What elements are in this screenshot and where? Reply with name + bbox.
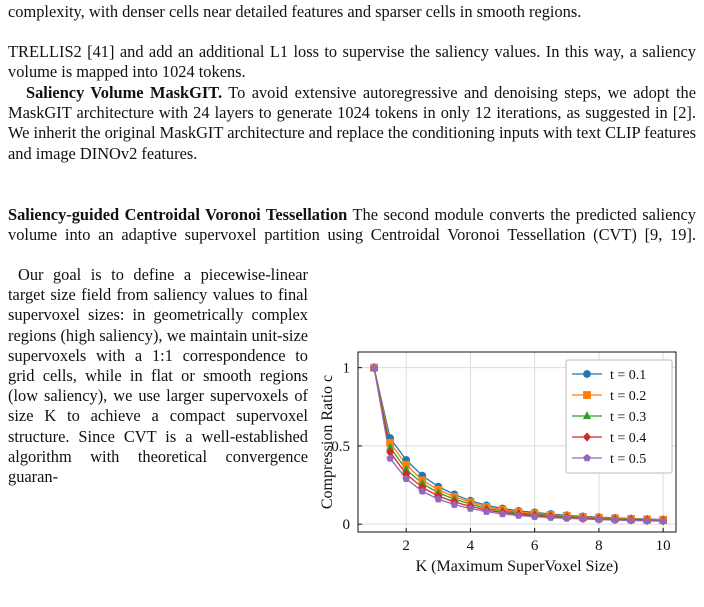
marker [611, 516, 619, 524]
marker [595, 515, 603, 523]
paragraph-text: The second module converts the predicted… [8, 205, 697, 245]
marker [370, 363, 378, 371]
legend-label: t = 0.4 [610, 431, 646, 446]
marker [582, 411, 592, 420]
legend-label: t = 0.3 [610, 410, 646, 425]
x-tick-label: 8 [595, 538, 603, 554]
marker [402, 474, 410, 482]
x-tick-label: 2 [402, 538, 410, 554]
marker [418, 487, 427, 495]
marker [530, 512, 539, 520]
marker [546, 513, 555, 521]
paragraph-text: To avoid extensive autoregressive and de… [8, 83, 696, 163]
marker [466, 504, 475, 512]
chart: Compression Ratio c K (Maximum SuperVoxe… [320, 351, 677, 575]
caption-fragment: complexity, with denser cells near detai… [8, 2, 582, 21]
section-heading: Saliency-guided Centroidal Voronoi Tesse… [8, 205, 348, 224]
x-tick-label: 10 [656, 538, 671, 554]
paragraph: Saliency-guided Centroidal Voronoi Tesse… [8, 205, 696, 245]
marker [583, 370, 591, 378]
paragraph: TRELLIS2 [41] and add an additional L1 l… [8, 42, 696, 82]
marker [583, 391, 591, 399]
y-tick-label: 0.5 [331, 439, 350, 455]
marker [514, 511, 523, 519]
paragraph: Saliency Volume MaskGIT. To avoid extens… [8, 83, 696, 164]
run-in-heading: Saliency Volume MaskGIT. [26, 83, 223, 102]
y-axis-label: Compression Ratio c [320, 375, 336, 509]
marker [643, 516, 651, 525]
marker [579, 515, 587, 523]
legend-label: t = 0.5 [610, 452, 646, 467]
paragraph: Our goal is to define a piecewise-linear… [8, 265, 308, 487]
marker [450, 500, 459, 508]
legend-box [565, 359, 673, 474]
marker [627, 516, 635, 524]
legend-label: t = 0.2 [610, 389, 646, 404]
x-axis-label: K (Maximum SuperVoxel Size) [416, 558, 619, 575]
y-tick-label: 1 [343, 361, 351, 377]
x-tick-label: 6 [531, 538, 539, 554]
marker [583, 454, 591, 462]
y-tick-label: 0 [343, 517, 351, 533]
marker [482, 507, 491, 515]
marker [386, 454, 394, 462]
marker [498, 510, 507, 518]
plot-frame [357, 351, 677, 533]
marker [563, 514, 571, 522]
legend-label: t = 0.1 [610, 368, 646, 383]
x-tick-label: 4 [467, 538, 475, 554]
marker [434, 495, 443, 503]
marker [583, 432, 591, 442]
marker [659, 517, 667, 525]
